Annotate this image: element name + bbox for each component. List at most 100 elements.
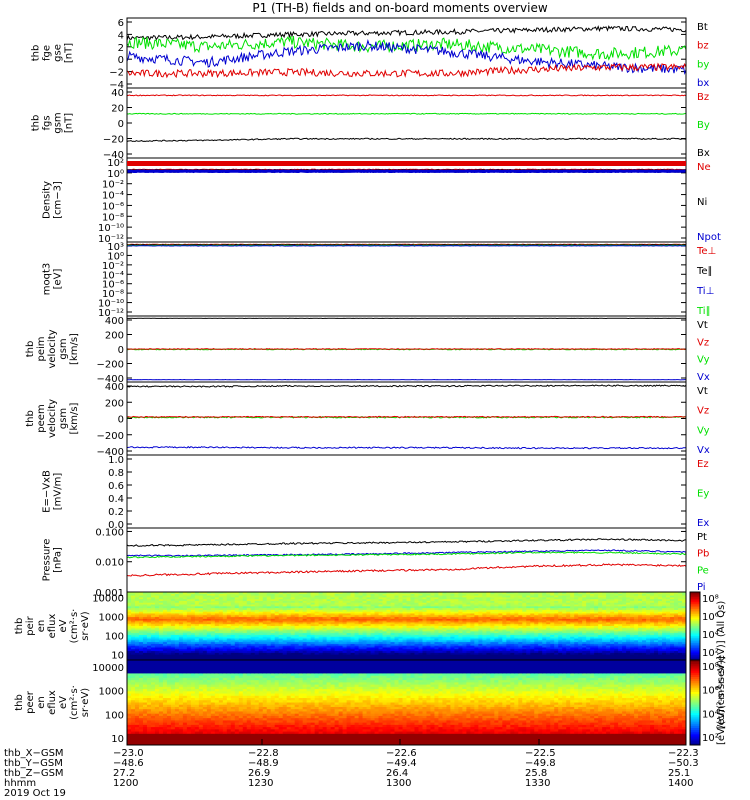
heatmap-cell xyxy=(210,652,216,656)
heatmap-cell xyxy=(150,627,156,631)
heatmap-cell xyxy=(306,608,312,611)
heatmap-cell xyxy=(422,609,427,613)
heatmap-cell xyxy=(574,627,579,631)
heatmap-cell xyxy=(214,631,220,634)
y-tick-label: 10⁻² xyxy=(102,261,124,272)
heatmap-cell xyxy=(226,658,232,661)
heatmap-cell xyxy=(166,599,172,602)
heatmap-cell xyxy=(554,631,559,634)
legend-entry: Vt xyxy=(697,386,708,397)
heatmap-cell xyxy=(334,624,340,627)
heatmap-cell xyxy=(458,658,463,661)
heatmap-cell xyxy=(398,595,404,598)
heatmap-cell xyxy=(490,645,495,648)
heatmap-cell xyxy=(442,602,447,606)
heatmap-cell xyxy=(298,595,304,598)
heatmap-cell xyxy=(182,608,188,611)
heatmap-cell xyxy=(578,622,583,625)
heatmap-cell xyxy=(498,633,503,636)
heatmap-cell xyxy=(246,620,252,623)
y-tick-label: 10⁻⁸ xyxy=(102,212,124,223)
heatmap-cell xyxy=(250,624,256,627)
heatmap-cell xyxy=(210,645,216,648)
heatmap-cell xyxy=(514,624,519,627)
heatmap-cell xyxy=(566,615,571,618)
heatmap-cell xyxy=(382,599,388,602)
heatmap-cell xyxy=(246,638,252,641)
heatmap-cell xyxy=(402,609,407,613)
heatmap-cell xyxy=(242,592,248,595)
heatmap-cell xyxy=(454,592,459,595)
heatmap-cell xyxy=(354,613,360,616)
heatmap-cell xyxy=(310,620,316,623)
heatmap-cell xyxy=(298,629,304,632)
heatmap-cell xyxy=(266,634,272,638)
heatmap-cell xyxy=(462,633,467,636)
heatmap-cell xyxy=(586,629,591,632)
heatmap-cell xyxy=(570,602,575,606)
heatmap-cell xyxy=(186,613,192,616)
heatmap-cell xyxy=(426,656,431,659)
heatmap-cell xyxy=(518,642,523,645)
heatmap-cell xyxy=(154,633,160,636)
heatmap-cell xyxy=(534,613,539,616)
heatmap-cell xyxy=(350,602,356,606)
heatmap-cell xyxy=(426,602,431,606)
heatmap-cell xyxy=(542,624,547,627)
heatmap-cell xyxy=(394,634,400,638)
heatmap-cell xyxy=(166,626,172,629)
heatmap-cell xyxy=(158,636,164,640)
heatmap-cell xyxy=(366,643,372,647)
heatmap-cell xyxy=(482,645,487,648)
heatmap-cell xyxy=(358,602,364,606)
heatmap-cell xyxy=(146,613,152,616)
heatmap-cell xyxy=(550,656,555,659)
heatmap-cell xyxy=(482,652,487,656)
heatmap-cell xyxy=(390,595,396,598)
heatmap-cell xyxy=(366,611,372,614)
heatmap-cell xyxy=(518,652,523,656)
heatmap-cell xyxy=(546,656,551,659)
heatmap-cell xyxy=(502,656,507,659)
heatmap-cell xyxy=(206,604,212,607)
heatmap-cell xyxy=(142,647,148,650)
heatmap-cell xyxy=(234,647,240,650)
heatmap-cell xyxy=(130,597,136,600)
heatmap-cell xyxy=(474,613,479,616)
heatmap-cell xyxy=(246,624,252,627)
heatmap-cell xyxy=(270,636,276,640)
heatmap-cell xyxy=(382,593,388,597)
heatmap-cell xyxy=(358,636,364,640)
heatmap-cell xyxy=(406,645,411,648)
heatmap-cell xyxy=(402,645,407,648)
heatmap-cell xyxy=(426,606,431,609)
heatmap-cell xyxy=(426,617,431,620)
heatmap-cell xyxy=(127,606,132,609)
heatmap-cell xyxy=(222,656,228,659)
heatmap-cell xyxy=(246,622,252,625)
heatmap-cell xyxy=(430,633,435,636)
heatmap-cell xyxy=(614,622,619,625)
heatmap-cell xyxy=(554,643,559,647)
legend-entry: Ni xyxy=(697,197,707,208)
heatmap-cell xyxy=(170,651,176,654)
heatmap-cell xyxy=(198,608,204,611)
heatmap-cell xyxy=(274,642,280,645)
heatmap-cell xyxy=(586,633,591,636)
heatmap-cell xyxy=(314,631,320,634)
heatmap-cell xyxy=(138,595,144,598)
y-tick-label: 10000 xyxy=(92,594,124,605)
heatmap-cell xyxy=(194,600,200,604)
heatmap-cell xyxy=(542,642,547,645)
heatmap-cell xyxy=(462,640,467,643)
heatmap-cell xyxy=(294,634,300,638)
heatmap-cell xyxy=(194,617,200,620)
heatmap-cell xyxy=(562,600,567,604)
heatmap-cell xyxy=(266,613,272,616)
heatmap-cell xyxy=(238,617,244,620)
heatmap-cell xyxy=(614,647,619,650)
heatmap-cell xyxy=(406,631,411,634)
heatmap-cell xyxy=(430,604,435,607)
heatmap-cell xyxy=(182,613,188,616)
heatmap-cell xyxy=(178,597,184,600)
